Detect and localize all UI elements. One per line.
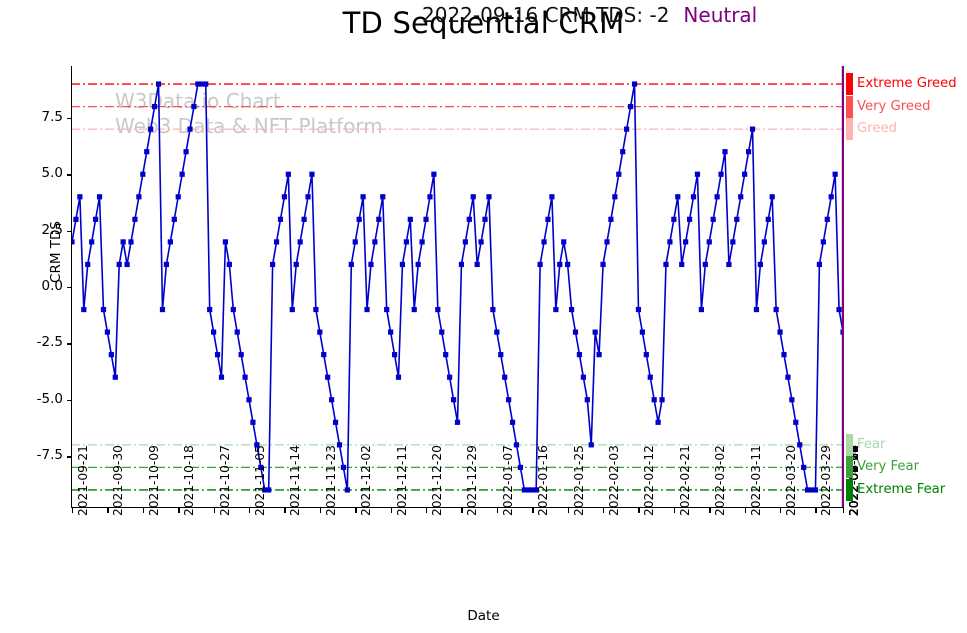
- x-tick-mark: [780, 508, 782, 513]
- x-tick-label: 2021-09-21: [76, 445, 90, 516]
- x-tick-mark: [107, 508, 109, 513]
- y-tick-mark: [66, 230, 71, 232]
- page-title: TD Sequential CRM: [342, 6, 625, 40]
- x-tick-label: 2022-03-11: [748, 445, 763, 516]
- x-tick-mark: [426, 508, 428, 513]
- y-tick-label: 2.5: [41, 221, 63, 238]
- annotation-date-value: 2022-09-16 CRM TDS: -2: [422, 3, 670, 27]
- x-tick-mark: [284, 508, 286, 513]
- annotation-sentiment: Neutral: [683, 3, 758, 27]
- zone-label: Extreme Fear: [857, 481, 946, 497]
- x-tick-mark: [815, 508, 817, 513]
- y-tick-label: -5.0: [36, 390, 63, 407]
- x-axis-label: Date: [467, 608, 500, 624]
- x-tick-label: 2021-11-05: [253, 445, 267, 516]
- x-tick-label: 2021-11-23: [323, 445, 338, 516]
- zone-colorbar-segment: [846, 73, 853, 96]
- y-tick-label: -7.5: [36, 447, 63, 464]
- y-tick-mark: [66, 174, 71, 176]
- y-tick-label: 5.0: [41, 165, 63, 182]
- y-axis-label: CRM TDS: [47, 221, 64, 283]
- x-tick-mark: [355, 508, 357, 513]
- y-tick-mark: [66, 287, 71, 289]
- y-tick-label: 0.0: [41, 278, 63, 294]
- x-tick-label: 2021-11-14: [288, 445, 303, 516]
- x-tick-label: 2022-03-29: [819, 445, 834, 516]
- x-tick-mark: [496, 508, 499, 513]
- x-tick-label: 2021-12-20: [430, 445, 445, 516]
- x-tick-mark: [72, 508, 74, 513]
- x-tick-label: 2022-01-25: [571, 445, 586, 516]
- zone-label: Very Greed: [857, 98, 931, 114]
- x-tick-label: 2021-10-09: [146, 445, 161, 516]
- y-tick-label: -2.5: [36, 334, 63, 351]
- current-value-annotation: 2022-09-16 CRM TDS: -2 Neutral: [422, 3, 757, 27]
- x-tick-mark: [390, 508, 392, 513]
- zone-label: Very Fear: [857, 459, 920, 475]
- x-tick-label: 2022-02-12: [642, 445, 657, 516]
- x-tick-label: 2021-10-27: [217, 445, 232, 516]
- x-tick-mark: [319, 508, 322, 513]
- zone-label: Fear: [857, 436, 886, 452]
- x-tick-mark: [213, 508, 215, 513]
- x-tick-mark: [744, 508, 746, 513]
- x-tick-mark: [249, 508, 251, 513]
- plot-area: W3Data.io Chart Web3 Data & NFT Platform…: [37, 66, 957, 516]
- x-tick-label: 2021-12-29: [465, 445, 480, 516]
- plot-frame: [71, 66, 844, 508]
- x-tick-mark: [638, 508, 640, 513]
- zone-label: Greed: [857, 121, 897, 137]
- zone-colorbar-segment: [846, 118, 853, 141]
- y-tick-label: 7.5: [41, 108, 63, 125]
- zone-colorbar-segment: [846, 478, 853, 501]
- y-tick-mark: [66, 343, 71, 345]
- zone-colorbar-segment: [846, 95, 853, 118]
- x-tick-mark: [461, 508, 463, 513]
- x-tick-label: 2021-12-11: [394, 445, 409, 516]
- x-tick-mark: [142, 508, 145, 513]
- x-tick-mark: [709, 508, 711, 513]
- x-tick-label: 2022-03-20: [784, 445, 799, 516]
- chart-svg: [71, 66, 844, 508]
- zone-colorbar-segment: [846, 433, 853, 456]
- x-tick-label: 2022-02-21: [677, 445, 692, 516]
- x-tick-mark: [532, 508, 534, 513]
- x-tick-mark: [843, 508, 845, 513]
- x-tick-mark: [603, 508, 605, 513]
- x-tick-label: 2022-03-02: [713, 445, 728, 516]
- y-tick-mark: [66, 399, 71, 402]
- x-tick-label: 2021-10-18: [182, 445, 197, 516]
- x-tick-label: 2021-09-30: [111, 445, 126, 516]
- x-tick-label: 2021-12-02: [359, 445, 374, 516]
- y-tick-mark: [66, 456, 71, 458]
- zone-label: Extreme Greed: [857, 76, 957, 92]
- x-tick-label: 2022-01-07: [500, 445, 515, 516]
- x-tick-mark: [673, 508, 676, 513]
- x-tick-mark: [178, 508, 180, 513]
- x-tick-label: 2022-01-16: [536, 445, 551, 516]
- x-tick-mark: [567, 508, 569, 513]
- zone-colorbar-segment: [846, 456, 853, 479]
- y-tick-mark: [66, 117, 71, 120]
- x-tick-label: 2022-02-03: [607, 445, 622, 516]
